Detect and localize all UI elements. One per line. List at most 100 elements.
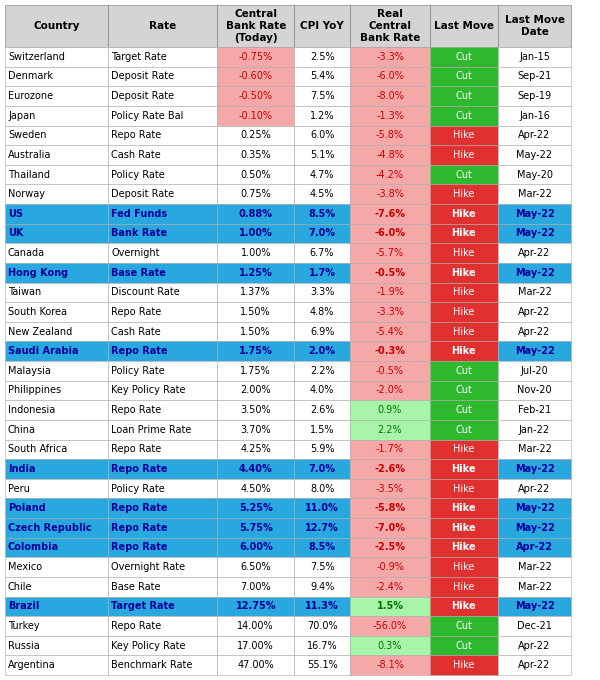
Bar [430, 106, 497, 126]
Bar [350, 381, 430, 401]
Text: May-22: May-22 [515, 268, 554, 277]
Text: May-22: May-22 [515, 228, 554, 239]
Bar [108, 401, 217, 420]
Text: Hike: Hike [451, 601, 476, 611]
Text: Eurozone: Eurozone [8, 91, 53, 101]
Bar [294, 538, 350, 557]
Bar [350, 5, 430, 47]
Text: Deposit Rate: Deposit Rate [111, 71, 175, 82]
Text: -3.3%: -3.3% [376, 52, 404, 62]
Text: 4.25%: 4.25% [241, 444, 271, 454]
Text: Overnight Rate: Overnight Rate [111, 562, 185, 572]
Bar [430, 636, 497, 656]
Text: 1.50%: 1.50% [241, 326, 271, 337]
Bar [108, 243, 217, 263]
Bar [497, 479, 571, 498]
Text: 0.25%: 0.25% [241, 131, 271, 140]
Text: Repo Rate: Repo Rate [111, 346, 168, 356]
Text: 16.7%: 16.7% [307, 641, 337, 651]
Bar [430, 518, 497, 538]
Bar [294, 401, 350, 420]
Bar [430, 5, 497, 47]
Text: 1.5%: 1.5% [376, 601, 403, 611]
Text: 5.4%: 5.4% [310, 71, 334, 82]
Bar [294, 322, 350, 341]
Bar [350, 361, 430, 381]
Bar [217, 636, 294, 656]
Bar [350, 656, 430, 675]
Bar [350, 184, 430, 204]
Bar [294, 126, 350, 145]
Text: Hike: Hike [453, 288, 475, 297]
Bar [5, 106, 108, 126]
Bar [108, 479, 217, 498]
Bar [108, 439, 217, 459]
Text: 1.25%: 1.25% [239, 268, 272, 277]
Text: Hike: Hike [453, 131, 475, 140]
Bar [108, 557, 217, 577]
Bar [108, 459, 217, 479]
Text: 2.2%: 2.2% [310, 366, 334, 376]
Text: 5.75%: 5.75% [239, 523, 272, 533]
Text: Key Policy Rate: Key Policy Rate [111, 641, 186, 651]
Text: 3.3%: 3.3% [310, 288, 334, 297]
Bar [430, 616, 497, 636]
Bar [108, 302, 217, 322]
Text: 12.7%: 12.7% [305, 523, 339, 533]
Bar [217, 361, 294, 381]
Bar [5, 126, 108, 145]
Text: Mar-22: Mar-22 [518, 562, 551, 572]
Text: 8.0%: 8.0% [310, 483, 334, 494]
Bar [217, 420, 294, 439]
Text: Hike: Hike [451, 268, 476, 277]
Text: 3.50%: 3.50% [241, 405, 271, 415]
Bar [108, 420, 217, 439]
Text: 7.0%: 7.0% [308, 228, 335, 239]
Bar [294, 184, 350, 204]
Bar [5, 636, 108, 656]
Bar [217, 5, 294, 47]
Text: Cut: Cut [455, 71, 472, 82]
Bar [217, 538, 294, 557]
Text: 6.7%: 6.7% [310, 248, 334, 258]
Text: Repo Rate: Repo Rate [111, 543, 168, 552]
Bar [350, 538, 430, 557]
Bar [430, 479, 497, 498]
Text: Deposit Rate: Deposit Rate [111, 91, 175, 101]
Text: 5.9%: 5.9% [310, 444, 334, 454]
Text: Cut: Cut [455, 366, 472, 376]
Text: 47.00%: 47.00% [238, 660, 274, 670]
Bar [294, 106, 350, 126]
Text: Apr-22: Apr-22 [518, 660, 551, 670]
Text: US: US [8, 209, 23, 219]
Bar [108, 126, 217, 145]
Bar [497, 145, 571, 165]
Text: Country: Country [34, 21, 80, 31]
Text: Switzerland: Switzerland [8, 52, 65, 62]
Text: Saudi Arabia: Saudi Arabia [8, 346, 79, 356]
Text: -5.7%: -5.7% [376, 248, 404, 258]
Bar [294, 420, 350, 439]
Text: Cut: Cut [455, 386, 472, 396]
Bar [5, 479, 108, 498]
Text: 4.0%: 4.0% [310, 386, 334, 396]
Bar [497, 204, 571, 224]
Bar [108, 341, 217, 361]
Bar [350, 401, 430, 420]
Bar [350, 341, 430, 361]
Bar [350, 204, 430, 224]
Text: May-22: May-22 [515, 503, 554, 513]
Text: Canada: Canada [8, 248, 45, 258]
Text: 0.3%: 0.3% [378, 641, 402, 651]
Text: Sweden: Sweden [8, 131, 47, 140]
Bar [108, 596, 217, 616]
Text: -6.0%: -6.0% [374, 228, 406, 239]
Bar [294, 224, 350, 243]
Text: China: China [8, 425, 36, 435]
Bar [217, 401, 294, 420]
Text: -6.0%: -6.0% [376, 71, 404, 82]
Text: Base Rate: Base Rate [111, 581, 161, 592]
Text: Overnight: Overnight [111, 248, 160, 258]
Text: -8.0%: -8.0% [376, 91, 404, 101]
Text: -5.8%: -5.8% [376, 131, 404, 140]
